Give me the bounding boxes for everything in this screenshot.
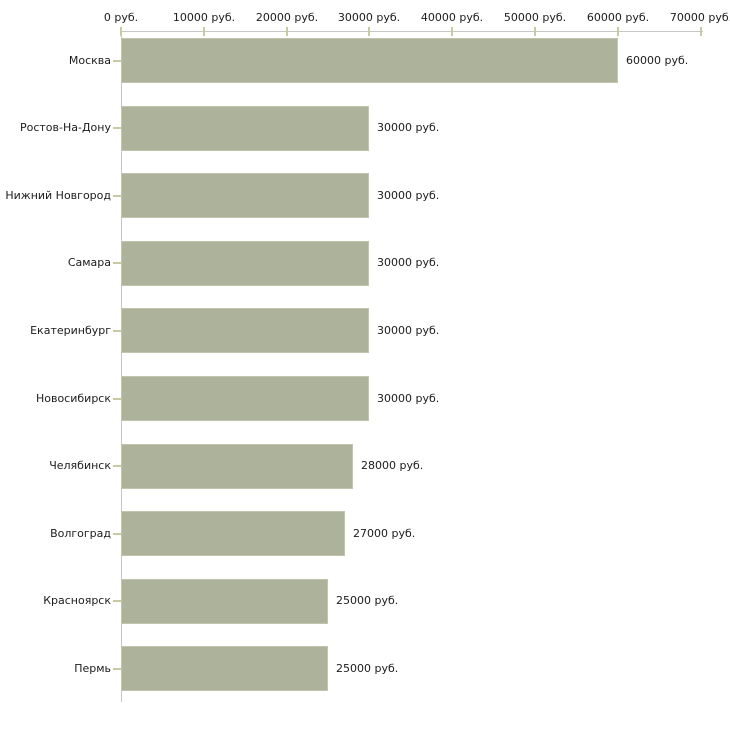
bar [121,579,328,624]
category-label: Волгоград [50,527,111,540]
bar [121,308,369,353]
x-axis-tick [617,27,619,36]
y-axis-tick [113,600,121,602]
category-label: Челябинск [49,459,111,472]
x-axis-tick [451,27,453,36]
x-axis-tick-label: 20000 руб. [255,11,319,24]
category-label: Красноярск [43,594,111,607]
value-label: 30000 руб. [377,392,440,405]
value-label: 30000 руб. [377,256,440,269]
category-label: Москва [68,54,111,67]
value-label: 28000 руб. [361,459,424,472]
value-label: 30000 руб. [377,121,440,134]
value-label: 60000 руб. [626,54,689,67]
x-axis-tick-label: 50000 руб. [503,11,567,24]
y-axis-tick [113,398,121,400]
x-axis-tick [368,27,370,36]
bar [121,241,369,286]
value-label: 30000 руб. [377,189,440,202]
y-axis-tick [113,127,121,129]
x-axis-tick-label: 10000 руб. [172,11,236,24]
category-label: Пермь [74,662,111,675]
x-axis-tick-label: 0 руб. [103,11,139,24]
x-axis-tick [120,27,122,36]
x-axis-tick-label: 30000 руб. [337,11,401,24]
x-axis-tick-label: 70000 руб. [669,11,730,24]
value-label: 30000 руб. [377,324,440,337]
category-label: Новосибирск [35,392,111,405]
value-label: 25000 руб. [336,594,399,607]
bar [121,106,369,151]
category-label: Самара [67,256,111,269]
bar [121,173,369,218]
x-axis-tick [700,27,702,36]
x-axis-line [121,31,703,32]
x-axis-tick [286,27,288,36]
bar [121,444,353,489]
category-label: Нижний Новгород [5,189,111,202]
bar [121,38,618,83]
category-label: Ростов-На-Дону [19,121,111,134]
bar [121,646,328,691]
y-axis-tick [113,465,121,467]
value-label: 25000 руб. [336,662,399,675]
category-label: Екатеринбург [30,324,111,337]
y-axis-tick [113,262,121,264]
y-axis-tick [113,330,121,332]
x-axis-tick [203,27,205,36]
y-axis-tick [113,668,121,670]
x-axis-tick [534,27,536,36]
bar [121,376,369,421]
y-axis-tick [113,60,121,62]
x-axis-tick-label: 60000 руб. [586,11,650,24]
bar [121,511,345,556]
x-axis-tick-label: 40000 руб. [420,11,484,24]
y-axis-line [121,31,122,702]
value-label: 27000 руб. [353,527,416,540]
y-axis-tick [113,195,121,197]
y-axis-tick [113,533,121,535]
